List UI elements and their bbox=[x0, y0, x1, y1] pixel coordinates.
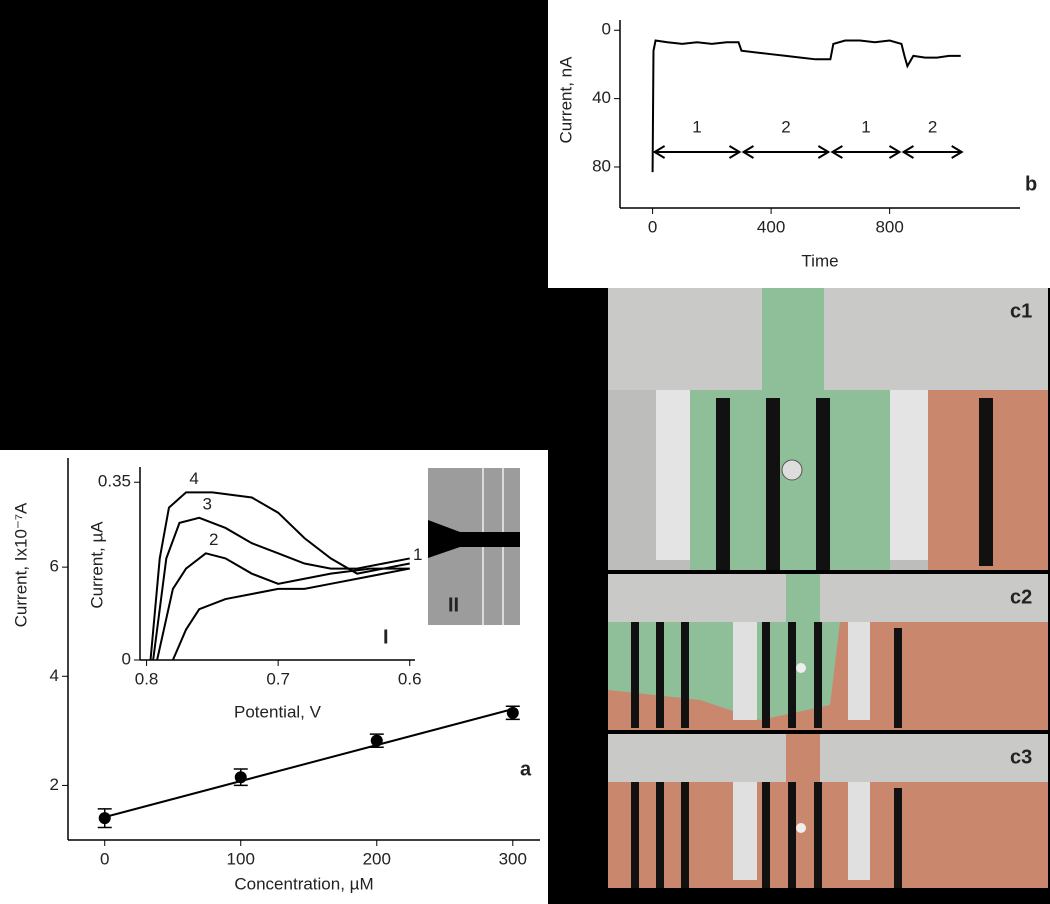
photo-label: c1 bbox=[1010, 300, 1032, 322]
fit-line bbox=[104, 708, 514, 819]
point bbox=[234, 771, 247, 784]
y-tick-label: 0 bbox=[122, 649, 131, 668]
curve bbox=[171, 567, 410, 661]
range-arrow bbox=[901, 145, 964, 159]
panel-b bbox=[548, 0, 1050, 288]
y-tick-label: 4 bbox=[50, 666, 59, 685]
x-tick-label: 0.7 bbox=[266, 669, 290, 688]
range-arrow bbox=[741, 145, 831, 159]
x-tick-label: 0 bbox=[648, 217, 657, 236]
curve-label: 2 bbox=[209, 530, 218, 549]
trace bbox=[651, 39, 961, 173]
photo-c3: c3 bbox=[608, 734, 1048, 888]
photo-c2: c2 bbox=[608, 574, 1048, 730]
y-axis-label: Current, Ix10⁻⁷A bbox=[11, 502, 30, 627]
photo-label: c3 bbox=[1010, 746, 1032, 768]
point bbox=[370, 734, 383, 747]
panel-label: I bbox=[383, 626, 389, 648]
x-axis-label: Potential, V bbox=[234, 702, 322, 721]
x-tick-label: 300 bbox=[499, 849, 527, 868]
curve-label: 4 bbox=[189, 469, 198, 488]
x-tick-label: 200 bbox=[363, 849, 391, 868]
curve bbox=[156, 552, 410, 661]
range-label: 2 bbox=[781, 117, 790, 136]
y-tick-label: 80 bbox=[592, 156, 611, 175]
range-label: 1 bbox=[692, 117, 701, 136]
x-axis-label: Concentration, µM bbox=[234, 874, 373, 893]
point bbox=[506, 706, 519, 719]
x-tick-label: 400 bbox=[757, 217, 785, 236]
y-tick-label: 2 bbox=[50, 775, 59, 794]
y-tick-label: 0 bbox=[602, 20, 611, 39]
curve-label: 1 bbox=[413, 545, 422, 564]
photo-label: c2 bbox=[1010, 586, 1032, 608]
range-label: 1 bbox=[861, 117, 870, 136]
inset-label: II bbox=[448, 594, 459, 616]
x-tick-label: 800 bbox=[875, 217, 903, 236]
x-tick-label: 0 bbox=[100, 849, 109, 868]
y-axis-label: Current, nA bbox=[556, 56, 575, 144]
range-label: 2 bbox=[928, 117, 937, 136]
inset-image: II bbox=[428, 468, 520, 625]
x-tick-label: 0.6 bbox=[398, 669, 422, 688]
y-tick-label: 40 bbox=[592, 88, 611, 107]
panel-label: b bbox=[1025, 173, 1037, 195]
y-axis-label: Current, µA bbox=[87, 521, 106, 609]
curve bbox=[149, 491, 410, 661]
point bbox=[98, 812, 111, 825]
photo-c1: c1 bbox=[608, 288, 1048, 570]
curve-label: 3 bbox=[202, 494, 211, 513]
x-tick-label: 100 bbox=[227, 849, 255, 868]
range-arrow bbox=[652, 145, 742, 159]
curve bbox=[152, 516, 410, 661]
panel-label: a bbox=[520, 758, 532, 780]
y-tick-label: 0.35 bbox=[98, 472, 131, 491]
x-axis-label: Time bbox=[801, 251, 838, 270]
range-arrow bbox=[830, 145, 902, 159]
x-tick-label: 0.8 bbox=[135, 669, 159, 688]
y-tick-label: 6 bbox=[50, 557, 59, 576]
